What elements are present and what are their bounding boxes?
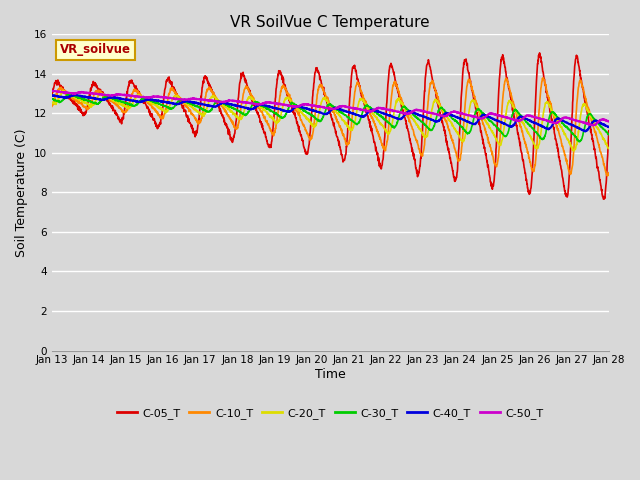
Line: C-10_T: C-10_T bbox=[52, 78, 609, 176]
C-10_T bbox=[540, 75, 547, 81]
C-05_T bbox=[536, 50, 543, 56]
C-40_T bbox=[347, 110, 355, 116]
C-40_T bbox=[556, 116, 564, 122]
C-30_T bbox=[359, 109, 367, 115]
C-05_T bbox=[346, 89, 354, 95]
C-40_T bbox=[70, 92, 78, 97]
C-05_T bbox=[48, 92, 56, 98]
C-20_T bbox=[605, 145, 612, 151]
C-05_T bbox=[556, 158, 564, 164]
Text: VR_soilvue: VR_soilvue bbox=[60, 44, 131, 57]
C-20_T bbox=[570, 148, 577, 154]
C-10_T bbox=[203, 88, 211, 94]
C-10_T bbox=[572, 127, 579, 132]
Legend: C-05_T, C-10_T, C-20_T, C-30_T, C-40_T, C-50_T: C-05_T, C-10_T, C-20_T, C-30_T, C-40_T, … bbox=[113, 404, 548, 423]
C-30_T bbox=[347, 117, 355, 122]
C-05_T bbox=[600, 196, 607, 202]
C-30_T bbox=[204, 108, 211, 114]
C-05_T bbox=[492, 146, 500, 152]
C-10_T bbox=[604, 173, 612, 179]
C-30_T bbox=[492, 124, 500, 130]
Line: C-05_T: C-05_T bbox=[52, 53, 609, 199]
C-30_T bbox=[556, 117, 564, 122]
C-05_T bbox=[203, 77, 211, 83]
C-05_T bbox=[572, 60, 579, 65]
C-50_T bbox=[49, 88, 56, 94]
Line: C-30_T: C-30_T bbox=[52, 94, 609, 142]
C-50_T bbox=[359, 107, 367, 112]
C-20_T bbox=[204, 104, 211, 110]
C-40_T bbox=[359, 114, 367, 120]
C-50_T bbox=[556, 118, 564, 124]
C-30_T bbox=[605, 132, 612, 137]
C-20_T bbox=[60, 88, 67, 94]
C-50_T bbox=[347, 105, 355, 110]
X-axis label: Time: Time bbox=[315, 368, 346, 381]
Line: C-40_T: C-40_T bbox=[52, 95, 609, 132]
C-10_T bbox=[605, 170, 612, 176]
C-10_T bbox=[492, 162, 500, 168]
C-10_T bbox=[346, 134, 354, 140]
C-40_T bbox=[605, 124, 612, 130]
C-05_T bbox=[358, 96, 366, 101]
C-30_T bbox=[48, 96, 56, 102]
C-30_T bbox=[572, 133, 579, 139]
C-50_T bbox=[48, 88, 56, 94]
C-10_T bbox=[556, 132, 564, 138]
C-50_T bbox=[605, 119, 612, 124]
C-50_T bbox=[204, 97, 211, 103]
C-20_T bbox=[48, 99, 56, 105]
C-20_T bbox=[347, 127, 355, 133]
Line: C-20_T: C-20_T bbox=[52, 91, 609, 151]
C-10_T bbox=[358, 92, 366, 97]
Title: VR SoilVue C Temperature: VR SoilVue C Temperature bbox=[230, 15, 430, 30]
C-50_T bbox=[492, 112, 500, 118]
Line: C-50_T: C-50_T bbox=[52, 91, 609, 125]
C-40_T bbox=[204, 103, 211, 108]
C-50_T bbox=[589, 122, 597, 128]
C-30_T bbox=[575, 139, 583, 144]
C-40_T bbox=[492, 117, 500, 123]
Y-axis label: Soil Temperature (C): Soil Temperature (C) bbox=[15, 128, 28, 256]
C-50_T bbox=[572, 118, 579, 123]
C-10_T bbox=[48, 104, 56, 109]
C-05_T bbox=[605, 128, 612, 133]
C-30_T bbox=[65, 91, 72, 96]
C-40_T bbox=[48, 93, 56, 98]
C-20_T bbox=[492, 137, 500, 143]
C-20_T bbox=[359, 97, 367, 103]
C-20_T bbox=[556, 122, 564, 128]
C-40_T bbox=[582, 129, 589, 134]
C-40_T bbox=[572, 124, 579, 130]
C-20_T bbox=[572, 146, 579, 152]
